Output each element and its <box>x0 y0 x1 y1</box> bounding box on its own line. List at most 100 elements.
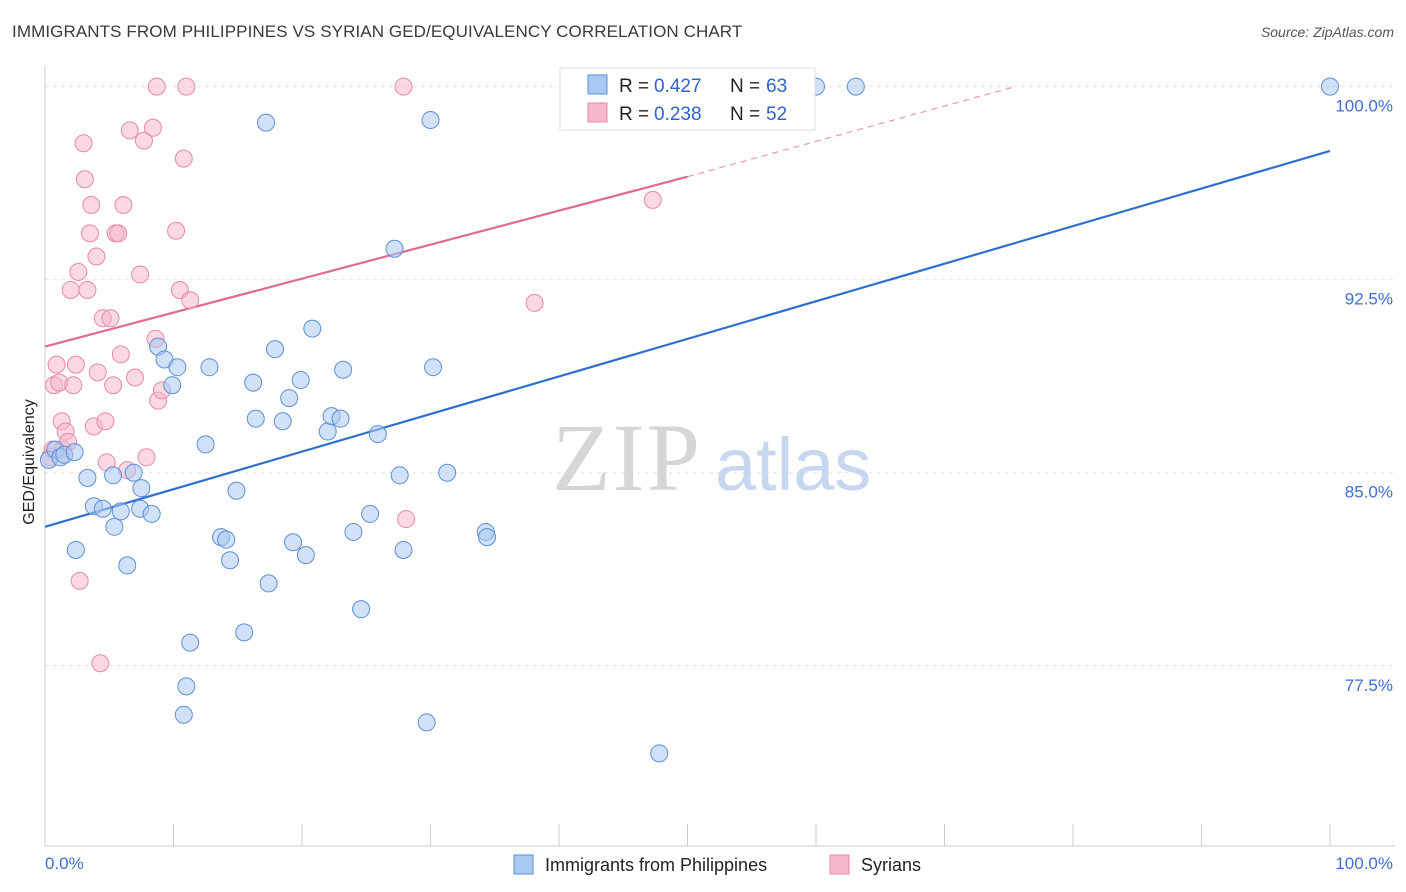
syrians-point-17 <box>80 224 99 243</box>
source-credit: Source: ZipAtlas.com <box>1260 24 1394 40</box>
syrians-point-24 <box>96 412 115 431</box>
y-tick-label-1: 85.0% <box>1345 483 1393 502</box>
philippines-point-29 <box>246 409 265 428</box>
syrians-point-46 <box>181 291 200 310</box>
x-tick-label-1: 100.0% <box>1335 854 1393 873</box>
philippines-point-19 <box>163 376 182 395</box>
philippines-point-20 <box>168 358 187 377</box>
syrians-point-3 <box>47 355 66 374</box>
philippines-point-12 <box>132 479 151 498</box>
philippines-point-47 <box>385 239 404 258</box>
watermark-zip: ZIP <box>552 404 702 511</box>
philippines-point-42 <box>334 360 353 379</box>
x-tick-label-0: 0.0% <box>45 854 84 873</box>
y-tick-label-0: 77.5% <box>1345 676 1393 695</box>
syrians-point-45 <box>174 149 193 168</box>
philippines-point-48 <box>390 466 409 485</box>
philippines-point-25 <box>221 551 240 570</box>
trend-line-philippines <box>44 149 1331 528</box>
philippines-point-11 <box>124 463 143 482</box>
legend-n-label-2: N = <box>730 104 760 125</box>
legend-n-label-1: N = <box>730 76 760 97</box>
syrians-point-30 <box>111 345 130 364</box>
philippines-point-31 <box>259 574 278 593</box>
philippines-point-32 <box>266 340 285 359</box>
philippines-point-49 <box>394 540 413 559</box>
philippines-point-34 <box>280 389 299 408</box>
philippines-point-16 <box>142 504 161 523</box>
philippines-point-58 <box>478 528 497 547</box>
philippines-point-8 <box>104 466 123 485</box>
series-philippines-points <box>39 77 1339 763</box>
series-legend: Immigrants from Philippines Syrians <box>513 854 921 875</box>
philippines-point-39 <box>318 422 337 441</box>
trend-line-syrians-extension <box>687 86 1016 178</box>
syrians-point-29 <box>109 224 128 243</box>
philippines-point-44 <box>352 600 371 619</box>
philippines-point-46 <box>368 425 387 444</box>
philippines-point-22 <box>200 358 219 377</box>
syrians-point-14 <box>74 134 93 153</box>
syrians-point-36 <box>134 131 153 150</box>
syrians-point-18 <box>82 196 101 215</box>
trend-lines <box>44 86 1331 528</box>
syrians-point-49 <box>397 510 416 529</box>
philippines-point-43 <box>344 522 363 541</box>
philippines-point-56 <box>438 463 457 482</box>
y-tick-label-3: 100.0% <box>1335 97 1393 116</box>
syrians-point-38 <box>143 118 162 137</box>
philippines-point-5 <box>78 468 97 487</box>
y-tick-label-2: 92.5% <box>1345 290 1393 309</box>
bottom-legend-swatch-philippines <box>513 854 534 875</box>
syrians-point-51 <box>643 190 662 209</box>
y-axis-label: GED/Equivalency <box>21 399 38 524</box>
syrians-point-37 <box>137 448 156 467</box>
legend-r-value-2: 0.238 <box>654 104 702 125</box>
philippines-point-33 <box>273 412 292 431</box>
legend-swatch-philippines <box>587 74 608 95</box>
philippines-point-24 <box>217 530 236 549</box>
watermark-atlas: atlas <box>715 423 871 506</box>
philippines-point-13 <box>66 540 85 559</box>
correlation-legend: R = 0.427 N = 63 R = 0.238 N = 52 <box>559 67 816 131</box>
syrians-point-27 <box>104 376 123 395</box>
philippines-point-9 <box>105 517 124 536</box>
philippines-point-53 <box>417 713 436 732</box>
legend-r-value-1: 0.427 <box>654 76 702 97</box>
philippines-point-35 <box>284 533 303 552</box>
philippines-point-36 <box>291 371 310 390</box>
trend-line-syrians <box>44 175 688 348</box>
philippines-point-30 <box>257 113 276 132</box>
philippines-point-14 <box>118 556 137 575</box>
philippines-point-28 <box>244 373 263 392</box>
philippines-point-38 <box>303 319 322 338</box>
philippines-point-62 <box>1321 77 1339 96</box>
philippines-point-52 <box>174 705 193 724</box>
syrians-point-47 <box>177 77 196 96</box>
syrians-point-12 <box>69 262 88 281</box>
syrians-point-15 <box>75 170 94 189</box>
philippines-point-54 <box>421 111 440 130</box>
tick-labels: 77.5% 85.0% 92.5% 100.0% 0.0% 100.0% <box>45 97 1393 873</box>
series-syrians-points <box>41 77 662 673</box>
syrians-point-34 <box>125 368 144 387</box>
legend-r-label-1: R = <box>619 76 649 97</box>
philippines-point-50 <box>181 633 200 652</box>
syrians-point-10 <box>64 376 83 395</box>
philippines-point-59 <box>650 744 669 763</box>
syrians-point-9 <box>61 280 80 299</box>
syrians-point-26 <box>101 309 120 328</box>
philippines-point-55 <box>424 358 443 377</box>
syrians-point-35 <box>131 265 150 284</box>
philippines-point-41 <box>331 409 350 428</box>
philippines-point-7 <box>93 499 112 518</box>
philippines-point-26 <box>227 481 246 500</box>
legend-n-value-1: 63 <box>766 76 787 97</box>
philippines-point-45 <box>361 504 380 523</box>
syrians-point-48 <box>394 77 413 96</box>
syrians-point-20 <box>87 247 106 266</box>
legend-n-value-2: 52 <box>766 104 787 125</box>
legend-swatch-syrians <box>587 102 608 123</box>
syrians-point-31 <box>114 196 133 215</box>
